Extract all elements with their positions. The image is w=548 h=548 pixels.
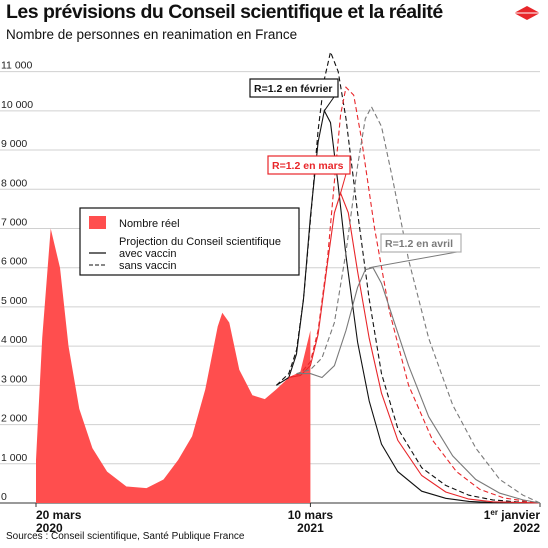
- y-tick-label: 1 000: [1, 452, 27, 464]
- y-tick-label: 3 000: [1, 373, 27, 385]
- x-tick-year: 2021: [297, 521, 324, 535]
- y-tick-label: 7 000: [1, 216, 27, 228]
- y-tick-label: 5 000: [1, 295, 27, 307]
- legend-label-real: Nombre réel: [119, 218, 180, 230]
- sources-note: Sources : Conseil scientifique, Santé Pu…: [6, 531, 245, 542]
- real-area: [36, 228, 311, 503]
- annotation-box: [267, 155, 351, 175]
- y-tick-label: 2 000: [1, 413, 27, 425]
- annotation-label: R=1.2 en février: [254, 83, 333, 95]
- mars-avec-vaccin-line: [288, 191, 541, 504]
- annotation-box: [380, 233, 462, 253]
- legend-label-projection: Projection du Conseil scientifique: [119, 236, 281, 248]
- y-tick-label: 6 000: [1, 256, 27, 268]
- y-tick-label: 4 000: [1, 334, 27, 346]
- avril-sans-vaccin-line: [296, 105, 541, 504]
- y-tick-label: 10 000: [1, 99, 33, 111]
- annotation-connector: [323, 96, 335, 112]
- y-tick-label: 8 000: [1, 177, 27, 189]
- x-tick-label: 20 mars: [36, 508, 82, 522]
- y-tick-label: 11 000: [1, 60, 32, 72]
- avril-avec-vaccin-line: [296, 267, 541, 504]
- annotation-connector: [369, 251, 458, 269]
- x-tick-label: 10 mars: [288, 508, 334, 522]
- fevrier-avec-vaccin-line: [276, 109, 541, 504]
- annotation-box: [249, 78, 339, 98]
- chart-subtitle: Nombre de personnes en reanimation en Fr…: [6, 27, 298, 42]
- legend-label-without-vaccine: sans vaccin: [119, 260, 176, 272]
- annotation-label: R=1.2 en avril: [385, 238, 453, 250]
- x-tick-year: 2020: [36, 521, 63, 535]
- y-tick-label: 9 000: [1, 138, 27, 150]
- y-tick-label: 0: [1, 491, 7, 503]
- annotation-connector: [340, 173, 347, 194]
- red-diamond-logo-icon: [514, 6, 540, 20]
- x-tick-year: 2022: [513, 521, 540, 535]
- chart-title: Les prévisions du Conseil scientifique e…: [6, 1, 443, 23]
- x-tick-label: 1er janvier: [484, 508, 541, 522]
- fevrier-sans-vaccin-line: [276, 50, 541, 504]
- annotation-label: R=1.2 en mars: [272, 160, 344, 172]
- legend-swatch-real: [89, 216, 106, 229]
- legend-box: [79, 207, 300, 276]
- legend-label-with-vaccine: avec vaccin: [119, 248, 176, 260]
